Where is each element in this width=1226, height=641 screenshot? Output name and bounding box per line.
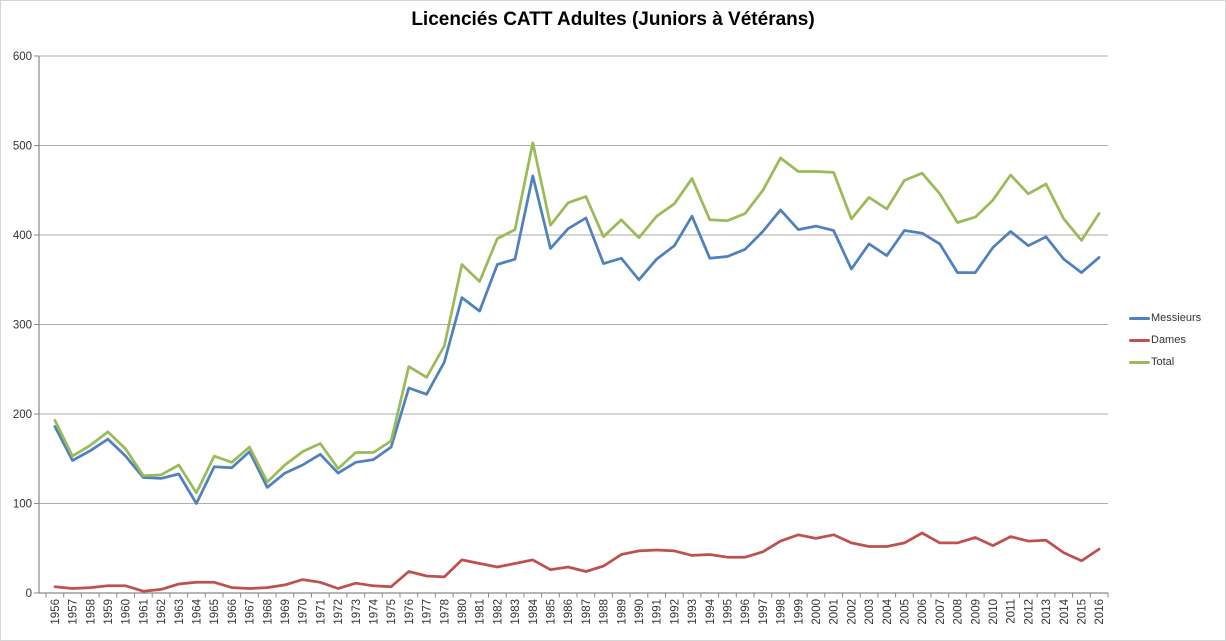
y-tick-label: 0 [26,588,32,600]
legend: Messieurs Dames Total [1129,307,1201,373]
y-axis-ticks: 0 100 200 300 400 500 600 [13,51,39,600]
x-tick-label-1965: 1965 [209,599,221,625]
series-lines [53,141,1101,593]
series-line-total[interactable] [53,141,1101,495]
x-tick-label-1962: 1962 [156,599,168,625]
x-tick-label-1994: 1994 [705,598,717,624]
x-tick-label-2014: 2014 [1059,598,1071,624]
y-tick-label: 200 [13,409,32,421]
y-tick-label: 100 [13,499,32,511]
x-tick-label-2015: 2015 [1076,599,1088,625]
x-tick-label-1990: 1990 [634,599,646,625]
x-tick-label-1992: 1992 [669,599,681,625]
x-tick-label-2004: 2004 [882,598,894,624]
y-tick-label: 600 [13,51,32,63]
x-tick-label-2011: 2011 [1006,599,1018,624]
x-tick-label-1975: 1975 [386,599,398,625]
series-line-messieurs[interactable] [53,174,1101,505]
x-tick-label-1970: 1970 [298,599,310,625]
x-tick-label-1960: 1960 [121,599,133,625]
x-tick-label-2008: 2008 [953,599,965,625]
x-tick-label-1957: 1957 [68,599,80,625]
x-tick-label-1989: 1989 [616,599,628,625]
x-tick-label-1966: 1966 [227,599,239,625]
x-tick-label-1961: 1961 [138,599,150,625]
legend-label-dames: Dames [1151,334,1186,346]
x-tick-label-2002: 2002 [846,599,858,625]
legend-label-total: Total [1151,356,1175,368]
x-tick-label-1959: 1959 [103,599,115,625]
x-tick-label-1983: 1983 [510,599,522,625]
x-tick-label-2001: 2001 [829,599,841,625]
x-tick-label-2012: 2012 [1023,599,1035,625]
x-tick-label-1997: 1997 [758,599,770,625]
x-tick-label-2000: 2000 [811,599,823,625]
x-tick-label-2003: 2003 [864,599,876,625]
x-tick-label-1981: 1981 [475,599,487,625]
x-tick-label-1967: 1967 [245,599,257,625]
x-tick-label-1964: 1964 [191,598,203,624]
x-tick-label-1998: 1998 [776,599,788,625]
x-tick-label-1958: 1958 [85,599,97,625]
x-tick-label-2013: 2013 [1041,599,1053,625]
legend-swatch-total-line [1129,360,1150,364]
x-axis-labels: 1956 1957 1958 1959 1960 1961 1962 1963 1964 1965… [50,598,1106,624]
x-axis-ticks [45,593,1109,598]
x-tick-label-1977: 1977 [422,599,434,625]
x-tick-label-1991: 1991 [652,599,664,625]
x-tick-label-2016: 2016 [1094,599,1106,625]
legend-swatch-dames-line [1129,338,1150,342]
x-tick-label-1996: 1996 [740,599,752,625]
x-tick-label-2009: 2009 [970,599,982,625]
x-tick-label-1956: 1956 [50,599,62,625]
chart-title: Licenciés CATT Adultes (Juniors à Vétéra… [411,9,815,30]
legend-item-total[interactable]: Total [1129,351,1201,373]
x-tick-label-1974: 1974 [368,598,380,624]
legend-swatch-messieurs-line [1129,316,1150,320]
x-tick-label-1976: 1976 [404,599,416,625]
x-tick-label-1984: 1984 [528,598,540,624]
x-tick-label-2007: 2007 [935,599,947,625]
x-tick-label-2010: 2010 [988,599,1000,625]
y-tick-label: 500 [13,141,32,153]
x-tick-label-1973: 1973 [351,599,363,625]
x-tick-label-2005: 2005 [899,599,911,625]
x-tick-label-1963: 1963 [174,599,186,625]
x-tick-label-1999: 1999 [793,599,805,625]
series-line-dames[interactable] [53,531,1101,593]
x-tick-label-1986: 1986 [563,599,575,625]
x-tick-label-1987: 1987 [581,599,593,625]
x-tick-label-1993: 1993 [687,599,699,625]
x-tick-label-1982: 1982 [492,599,504,625]
x-tick-label-1968: 1968 [262,599,274,625]
x-tick-label-1985: 1985 [545,599,557,625]
legend-item-dames[interactable]: Dames [1129,329,1201,351]
x-tick-label-1978: 1978 [439,599,451,625]
x-tick-label-1980: 1980 [457,599,469,625]
x-tick-label-1971: 1971 [315,599,327,625]
x-tick-label-1969: 1969 [280,599,292,625]
legend-label-messieurs: Messieurs [1151,312,1202,324]
x-tick-label-1972: 1972 [333,599,345,625]
y-tick-label: 400 [13,230,32,242]
legend-item-messieurs[interactable]: Messieurs [1129,307,1201,329]
y-tick-label: 300 [13,320,32,332]
x-tick-label-1995: 1995 [722,599,734,625]
x-tick-label-1988: 1988 [599,599,611,625]
gridlines [39,55,1108,504]
x-tick-label-2006: 2006 [917,599,929,625]
